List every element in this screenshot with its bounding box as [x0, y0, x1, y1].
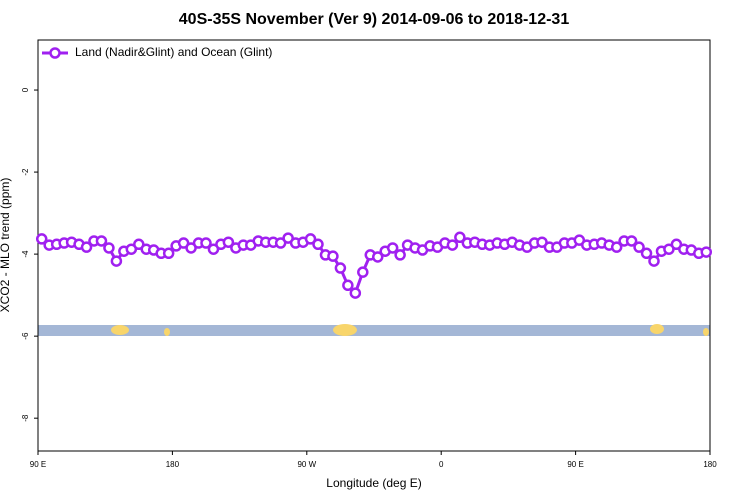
data-point: [446, 239, 459, 251]
data-point: [648, 255, 660, 267]
data-point: [200, 237, 212, 249]
data-point: [304, 233, 317, 245]
data-point: [342, 279, 354, 292]
data-point: [371, 251, 384, 263]
x-tick-label: 180: [166, 460, 180, 469]
plot-frame: [37, 39, 711, 452]
legend-marker: [49, 47, 61, 59]
data-point: [610, 241, 623, 253]
x-tick-label: 90 W: [297, 460, 316, 469]
data-point: [357, 266, 369, 278]
legend-label: Land (Nadir&Glint) and Ocean (Glint): [75, 45, 272, 59]
data-point: [103, 242, 115, 254]
land-ocean-strip: [38, 324, 710, 336]
y-axis-label: XCO2 - MLO trend (ppm): [0, 178, 12, 313]
data-point: [95, 235, 108, 247]
legend: Land (Nadir&Glint) and Ocean (Glint): [42, 45, 272, 59]
y-tick-label: -2: [21, 168, 30, 176]
x-tick-label: 180: [703, 460, 717, 469]
x-tick-label: 90 E: [567, 460, 583, 469]
data-point: [312, 238, 324, 251]
y-tick-label: -8: [21, 414, 30, 422]
data-point: [222, 236, 235, 248]
x-tick-label: 90 E: [30, 460, 46, 469]
data-point: [700, 246, 713, 258]
x-axis-label: Longitude (deg E): [326, 476, 421, 490]
data-point: [80, 241, 93, 253]
x-tick-label: 0: [439, 460, 444, 469]
data-point: [334, 262, 347, 274]
data-point: [633, 241, 645, 253]
data-point: [349, 287, 362, 299]
y-tick-label: -4: [21, 250, 30, 258]
data-point: [327, 250, 339, 262]
y-tick-label: 0: [21, 87, 30, 92]
data-point: [386, 242, 399, 254]
data-point: [35, 233, 48, 245]
data-point: [162, 247, 175, 260]
y-tick-label: -6: [21, 332, 30, 340]
data-point: [394, 249, 406, 261]
data-point: [625, 235, 638, 247]
data-point: [640, 247, 653, 260]
data-point: [454, 231, 466, 244]
chart-title: 40S-35S November (Ver 9) 2014-09-06 to 2…: [179, 11, 570, 28]
data-point: [110, 255, 123, 267]
